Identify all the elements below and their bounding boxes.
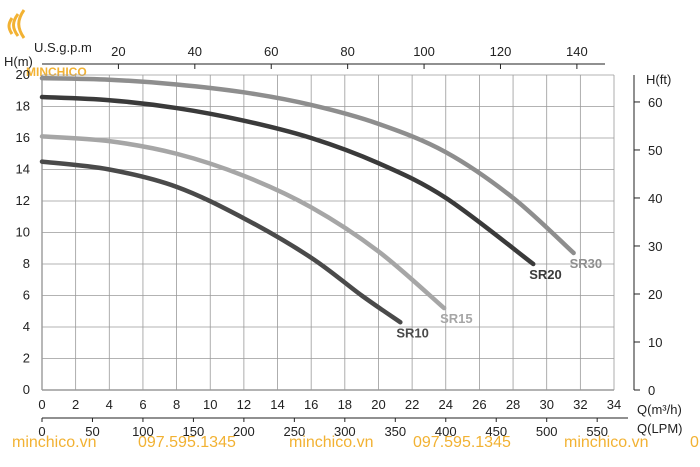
x-tick-label: 26: [472, 397, 486, 412]
x-tick-label: 24: [439, 397, 453, 412]
usgpm-tick-label: 100: [413, 44, 435, 59]
chart-grid: [41, 63, 635, 419]
usgpm-tick-label: 120: [490, 44, 512, 59]
top-axis-label: U.S.g.p.m: [34, 40, 92, 55]
x-tick-label: 14: [270, 397, 284, 412]
y-tick-label: 14: [16, 162, 30, 177]
x-tick-label: 4: [106, 397, 113, 412]
q-lpm-ticks: 0 50 100 150 200 250 300 350 400 450 500 550: [38, 418, 608, 439]
ft-tick-label: 60: [648, 95, 662, 110]
x-tick-label: 2: [72, 397, 79, 412]
y-tick-label: 8: [23, 256, 30, 271]
lpm-tick-label: 0: [38, 424, 45, 439]
q-m3h-ticks: 0 2 4 6 8 10 12 14 16 18 20 22 24 26 28 30 32 34: [38, 397, 621, 412]
x-tick-label: 30: [539, 397, 553, 412]
y-tick-label: 12: [16, 193, 30, 208]
ft-tick-label: 0: [648, 383, 655, 398]
y-tick-label: 6: [23, 288, 30, 303]
footer-item: 0: [690, 434, 699, 451]
lpm-tick-label: 200: [233, 424, 255, 439]
ft-tick-label: 20: [648, 287, 662, 302]
bottom-axis-label-lpm: Q(LPM): [637, 421, 683, 436]
y-tick-label: 20: [16, 67, 30, 82]
footer-item: 097.595.1345: [413, 434, 511, 451]
footer-watermark: minchico.vn 097.595.1345 minchico.vn 097…: [12, 434, 699, 451]
usgpm-tick-label: 140: [566, 44, 588, 59]
curve-label-sr30: SR30: [570, 256, 603, 271]
lpm-tick-label: 50: [85, 424, 99, 439]
pump-curves: SR10 SR15 SR20 SR30: [39, 75, 603, 340]
ft-tick-label: 50: [648, 143, 662, 158]
minchico-logo: MINCHICO: [7, 9, 87, 79]
logo-text: MINCHICO: [26, 65, 87, 79]
lpm-tick-label: 150: [183, 424, 205, 439]
x-tick-label: 18: [338, 397, 352, 412]
x-tick-label: 10: [203, 397, 217, 412]
x-tick-label: 34: [607, 397, 621, 412]
y-tick-label: 2: [23, 351, 30, 366]
curve-sr10: [39, 159, 403, 325]
curve-sr15: [39, 134, 447, 311]
ft-tick-label: 10: [648, 335, 662, 350]
x-tick-label: 12: [237, 397, 251, 412]
lpm-tick-label: 350: [384, 424, 406, 439]
lpm-tick-label: 400: [435, 424, 457, 439]
usgpm-tick-label: 80: [340, 44, 354, 59]
usgpm-tick-label: 20: [111, 44, 125, 59]
footer-item: minchico.vn: [12, 434, 96, 451]
footer-item: minchico.vn: [564, 434, 648, 451]
lpm-tick-label: 100: [132, 424, 154, 439]
lpm-tick-label: 300: [334, 424, 356, 439]
usgpm-ticks: 20 40 60 80 100 120 140: [111, 44, 588, 69]
y-tick-label: 16: [16, 130, 30, 145]
ft-tick-label: 30: [648, 239, 662, 254]
x-tick-label: 8: [173, 397, 180, 412]
curve-sr30: [39, 75, 576, 256]
ft-tick-label: 40: [648, 191, 662, 206]
usgpm-tick-label: 40: [188, 44, 202, 59]
lpm-tick-label: 500: [536, 424, 558, 439]
y-tick-label: 18: [16, 99, 30, 114]
x-tick-label: 0: [38, 397, 45, 412]
x-tick-label: 16: [304, 397, 318, 412]
y-tick-label: 10: [16, 225, 30, 240]
head-ft-ticks: 0 10 20 30 40 50 60: [634, 95, 662, 398]
y-tick-label: 4: [23, 319, 30, 334]
curve-label-sr15: SR15: [440, 311, 473, 326]
lpm-tick-label: 450: [485, 424, 507, 439]
lpm-tick-label: 250: [284, 424, 306, 439]
curve-label-sr20: SR20: [529, 267, 562, 282]
right-axis-label: H(ft): [646, 72, 671, 87]
curve-label-sr10: SR10: [396, 325, 429, 340]
left-axis-label: H(m): [4, 54, 33, 69]
lpm-tick-label: 550: [586, 424, 608, 439]
curve-sr20: [39, 94, 536, 267]
y-tick-label: 0: [23, 382, 30, 397]
logo-mark-icon: [7, 9, 26, 39]
footer-item: minchico.vn: [289, 434, 373, 451]
head-m-ticks: 0 2 4 6 8 10 12 14 16 18 20: [16, 67, 30, 397]
usgpm-tick-label: 60: [264, 44, 278, 59]
x-tick-label: 28: [506, 397, 520, 412]
footer-item: 097.595.1345: [138, 434, 236, 451]
x-tick-label: 20: [371, 397, 385, 412]
bottom-axis-label-m3h: Q(m³/h): [637, 402, 682, 417]
x-tick-label: 22: [405, 397, 419, 412]
x-tick-label: 6: [139, 397, 146, 412]
x-tick-label: 32: [573, 397, 587, 412]
